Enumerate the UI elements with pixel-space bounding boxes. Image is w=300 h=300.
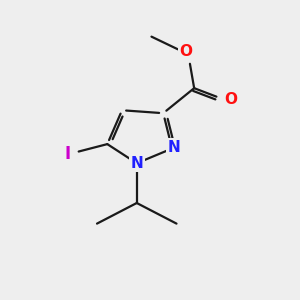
Text: N: N [167,140,180,154]
Text: I: I [64,146,70,164]
Text: O: O [179,44,192,59]
Text: O: O [224,92,237,107]
Text: N: N [130,156,143,171]
